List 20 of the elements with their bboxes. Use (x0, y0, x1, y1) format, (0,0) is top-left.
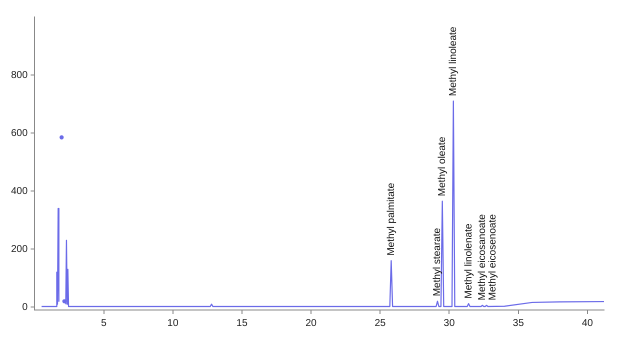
annotation: Methyl eicosanoate (477, 214, 488, 300)
x-tick-label: 10 (167, 318, 179, 329)
x-tick-label: 5 (100, 318, 107, 329)
x-tick-label: 30 (444, 318, 456, 329)
x-tick-label: 35 (512, 318, 524, 329)
y-tick-label: 200 (10, 244, 28, 255)
y-tick-label: 400 (10, 186, 28, 197)
annotation: Methyl stearate (432, 227, 444, 296)
x-tick-label: 20 (305, 318, 318, 329)
y-tick-label: 0 (22, 302, 28, 313)
annotation: Methyl oleate (437, 136, 448, 196)
y-tick-label: 800 (10, 70, 28, 81)
annotation: Methyl palmitate (386, 182, 397, 256)
annotation: Methyl eicosenoate (488, 214, 499, 300)
x-tick-label: 40 (582, 318, 594, 329)
annotation: Methyl linolenate (463, 223, 474, 299)
x-tick-label: 15 (236, 318, 248, 329)
x-tick-label: 25 (374, 318, 386, 329)
y-tick-label: 600 (10, 128, 28, 139)
annotation: Methyl linoleate (448, 26, 460, 96)
